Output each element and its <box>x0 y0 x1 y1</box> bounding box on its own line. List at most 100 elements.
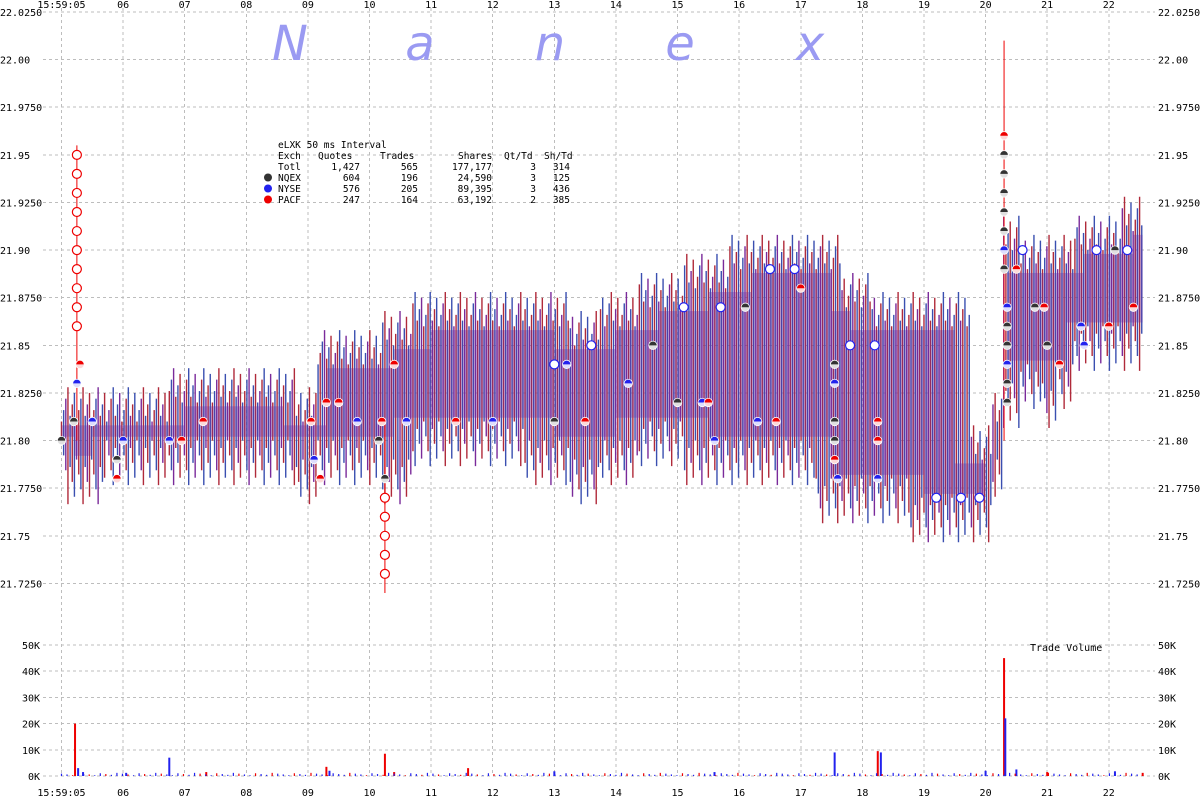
volume-bar <box>964 774 966 776</box>
volume-bar <box>254 773 257 776</box>
volume-bar <box>504 772 506 776</box>
volume-bar <box>221 774 223 776</box>
volume-bar <box>1014 773 1016 776</box>
y-tick-label-left: 21.7250 <box>0 579 42 590</box>
volume-bar <box>1046 772 1049 776</box>
volume-bar <box>742 773 745 776</box>
volume-bar <box>82 772 85 776</box>
trade-marker-half <box>316 478 325 483</box>
quote-marker <box>379 511 391 522</box>
volume-bar <box>321 774 323 776</box>
volume-bar <box>665 773 667 776</box>
quote-marker <box>71 149 82 160</box>
volume-bar <box>637 775 639 776</box>
volume-bar <box>160 773 162 776</box>
quote-marker <box>379 492 391 503</box>
quote-marker <box>379 568 391 580</box>
volume-bar <box>1042 774 1044 776</box>
x-tick-label-bottom: 22 <box>1103 788 1115 799</box>
spread-band <box>954 463 986 494</box>
spread-band <box>61 425 74 437</box>
trade-marker-half <box>833 478 842 483</box>
quote-marker <box>1017 244 1028 256</box>
volume-bar <box>582 772 584 776</box>
volume-bar <box>304 774 307 776</box>
volume-bar <box>238 773 240 776</box>
watermark-letter: x <box>794 16 825 72</box>
spread-band <box>831 311 851 475</box>
y-tick-label-left: 21.80 <box>0 437 30 448</box>
quote-marker <box>764 264 776 275</box>
volume-bar <box>193 772 196 776</box>
spread-band <box>73 425 93 456</box>
spread-band <box>1065 272 1085 323</box>
trade-marker-half <box>488 421 497 426</box>
trade-marker-half <box>999 212 1009 217</box>
trade-marker-half <box>704 402 713 407</box>
trade-marker-half <box>306 421 316 426</box>
quote-marker <box>789 264 800 275</box>
trade-marker-half <box>198 421 208 426</box>
volume-bar <box>559 775 562 776</box>
table-cell: 565 <box>401 162 418 173</box>
trade-marker-half <box>75 364 85 369</box>
volume-bar <box>853 772 855 776</box>
table-header-qt-td: Qt/Td <box>504 151 533 162</box>
y-tick-label-left: 21.85 <box>0 341 30 352</box>
volume-bar <box>1103 775 1105 776</box>
table-header-trades: Trades <box>380 151 414 162</box>
trade-marker-half <box>57 440 66 445</box>
volume-bar <box>437 774 440 776</box>
volume-bar <box>210 775 212 776</box>
volume-bar <box>88 774 90 776</box>
table-header-sh-td: Sh/Td <box>544 151 573 162</box>
y-tick-label-right: 21.90 <box>1158 246 1188 257</box>
table-cell: PACF <box>278 195 301 206</box>
y-tick-label-left: 22.00 <box>0 56 30 67</box>
quote-marker <box>71 321 82 332</box>
volume-bar <box>548 773 551 776</box>
volume-bar <box>826 774 828 776</box>
table-cell: 3 <box>530 184 536 195</box>
spread-band <box>708 292 752 437</box>
volume-bar <box>99 773 101 776</box>
table-cell: NYSE <box>278 184 301 195</box>
volume-bar <box>670 774 672 776</box>
trade-marker-half <box>873 421 882 426</box>
x-tick-label-top: 11 <box>425 0 437 11</box>
volume-bar <box>781 773 783 776</box>
table-cell: 24,590 <box>458 173 493 184</box>
volume-bar <box>421 774 423 776</box>
quote-marker <box>71 168 82 180</box>
volume-bar <box>1141 772 1144 776</box>
table-cell: 385 <box>553 195 570 206</box>
volume-bar <box>410 773 412 776</box>
volume-bar <box>310 772 312 776</box>
volume-bar <box>814 772 817 776</box>
spread-band <box>492 330 555 418</box>
volume-tick-label-right: 50K <box>1158 641 1176 652</box>
x-tick-label-bottom: 17 <box>795 788 807 799</box>
y-tick-label-right: 21.95 <box>1158 151 1188 162</box>
volume-bar <box>205 774 207 776</box>
x-tick-label-bottom: 10 <box>363 788 375 799</box>
volume-bar <box>249 775 251 776</box>
x-tick-label-bottom: 15:59:05 <box>37 788 85 799</box>
volume-bar <box>848 774 850 776</box>
volume-bar <box>232 772 234 776</box>
volume-bar <box>188 774 190 776</box>
trade-marker-half <box>1076 326 1086 331</box>
trade-marker-half <box>999 192 1009 198</box>
volume-bar <box>798 773 800 776</box>
volume-bar <box>325 766 328 776</box>
trade-marker-half <box>796 288 805 293</box>
trade-marker-half <box>380 478 390 483</box>
volume-bar <box>1130 773 1133 776</box>
trade-marker-half <box>1110 250 1120 255</box>
quote-marker <box>71 225 82 237</box>
volume-bar <box>554 774 556 776</box>
volume-bar <box>753 775 756 776</box>
quote-marker <box>71 206 82 218</box>
volume-bar <box>454 774 456 776</box>
